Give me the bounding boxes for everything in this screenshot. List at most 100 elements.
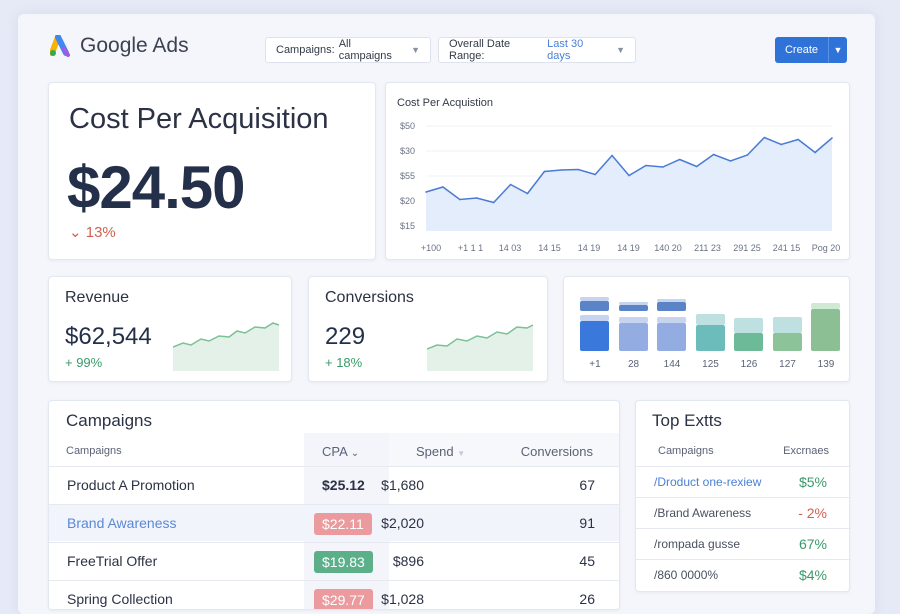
- cpa-change: ⌄ 13%: [69, 223, 116, 241]
- data-point: [543, 170, 546, 173]
- bar-segment: [657, 323, 686, 351]
- bar-label: 126: [740, 359, 758, 370]
- data-point: [678, 158, 681, 161]
- chevron-down-icon[interactable]: ▼: [833, 45, 843, 55]
- column-header-conversions[interactable]: Conversions: [520, 444, 593, 459]
- top-campaign-value: - 2%: [798, 505, 827, 521]
- cpa-value: $19.83: [314, 551, 373, 573]
- top-campaign-name[interactable]: /Brand Awareness: [654, 506, 752, 520]
- top-list-item[interactable]: /rompada gusse 67%: [636, 528, 851, 559]
- column-header-cpa[interactable]: CPA ⌄: [322, 444, 359, 459]
- x-tick-label: 140 20: [654, 243, 682, 253]
- spend-value: $896: [392, 553, 424, 569]
- top-campaign-name[interactable]: /rompada gusse: [654, 537, 741, 551]
- data-point: [475, 197, 478, 199]
- data-point: [831, 137, 833, 139]
- data-point: [645, 164, 647, 167]
- bar-segment: [695, 314, 725, 325]
- data-point: [577, 168, 580, 171]
- top-column-value: Excrnaes: [783, 445, 829, 457]
- x-tick-label: 14 19: [617, 243, 640, 253]
- bar-segment: [657, 317, 686, 323]
- top-list-item[interactable]: /Brand Awareness - 2%: [636, 497, 851, 528]
- conversions-title: Conversions: [325, 289, 414, 306]
- data-point: [492, 201, 495, 204]
- column-header-campaigns[interactable]: Campaigns: [66, 445, 122, 457]
- create-button[interactable]: Create ▼: [775, 37, 847, 63]
- bar-label: +1: [589, 359, 601, 370]
- arrow-down-icon: ⌄: [69, 224, 86, 241]
- column-header-spend[interactable]: Spend ▼: [416, 444, 465, 459]
- x-tick-label: +100: [421, 243, 441, 253]
- campaigns-filter-dropdown[interactable]: Campaigns: All campaigns ▼: [265, 37, 431, 63]
- table-row[interactable]: Spring Collection $29.77 $1,028 26: [49, 580, 619, 609]
- data-point: [797, 138, 799, 141]
- revenue-card: Revenue $62,544 + 99%: [48, 276, 292, 382]
- bar-segment: [618, 317, 648, 323]
- data-point: [594, 173, 596, 176]
- x-tick-label: 291 25: [733, 243, 761, 253]
- cpa-value: $22.11: [314, 513, 372, 535]
- table-row[interactable]: Brand Awareness $22.11 $2,020 91: [49, 504, 619, 541]
- campaign-name[interactable]: Spring Collection: [67, 591, 173, 607]
- y-tick-label: $30: [400, 146, 415, 156]
- bar-segment: [657, 302, 686, 311]
- top-campaign-name[interactable]: /860 0000%: [654, 568, 719, 582]
- top-campaign-name[interactable]: /Droduct one-rexiew: [654, 475, 762, 489]
- campaign-name[interactable]: FreeTrial Offer: [67, 553, 158, 569]
- cpa-chart-card: Cost Per Acquistion $50 $30 $55 $20 $15 +100 +…: [385, 82, 850, 260]
- date-range-dropdown[interactable]: Overall Date Range: Last 30 days ▼: [438, 37, 636, 63]
- bar-segment: [580, 301, 609, 311]
- bar-label: 144: [663, 359, 681, 370]
- bar-segment: [734, 318, 763, 333]
- top-list-item[interactable]: /Droduct one-rexiew $5%: [636, 466, 851, 497]
- create-label: Create: [775, 37, 829, 63]
- campaigns-filter-label: Campaigns:: [276, 44, 335, 56]
- conversions-value: 45: [579, 553, 595, 569]
- y-tick-label: $20: [400, 196, 415, 206]
- date-range-value: Last 30 days: [547, 38, 584, 62]
- x-tick-label: 241 15: [773, 243, 801, 253]
- table-row[interactable]: FreeTrial Offer $19.83 $896 45: [49, 542, 619, 579]
- cpa-header-label: CPA: [322, 444, 348, 459]
- conversions-value: 91: [579, 515, 595, 531]
- spend-header-label: Spend: [416, 444, 454, 459]
- revenue-change: + 99%: [65, 355, 103, 370]
- x-tick-label: 14 03: [499, 243, 522, 253]
- date-range-label: Overall Date Range:: [449, 38, 511, 62]
- bar-segment: [580, 315, 609, 321]
- chevron-down-icon: ▼: [616, 45, 625, 55]
- bar-segment: [734, 333, 763, 351]
- area-fill: [426, 137, 832, 231]
- cpa-summary-card: Cost Per Acquisition $24.50 ⌄ 13%: [48, 82, 376, 260]
- conversions-value: 26: [579, 591, 595, 607]
- cpa-value: $24.50: [67, 154, 246, 221]
- x-tick-label: Pog 20: [812, 243, 841, 253]
- campaigns-filter-value: All campaigns: [338, 38, 392, 62]
- data-point: [712, 153, 715, 156]
- google-ads-logo[interactable]: Google Ads: [50, 34, 189, 58]
- top-campaigns-card: Top Extts Campaigns Excrnaes /Droduct on…: [635, 400, 851, 592]
- table-row[interactable]: Product A Promotion $25.12 $1,680 67: [49, 466, 619, 503]
- spend-value: $1,028: [381, 591, 424, 607]
- top-campaign-value: $5%: [798, 474, 827, 490]
- bar-segment: [811, 309, 840, 351]
- campaign-name[interactable]: Product A Promotion: [67, 477, 195, 493]
- y-tick-label: $50: [400, 121, 415, 131]
- top-list-item[interactable]: /860 0000% $4%: [636, 559, 851, 590]
- chevron-down-icon: ▼: [411, 45, 420, 55]
- conversions-sparkline: [427, 324, 534, 371]
- revenue-value: $62,544: [65, 323, 152, 350]
- data-point: [459, 198, 461, 201]
- chevron-down-icon: ⌄: [350, 448, 360, 459]
- conversions-value: 67: [579, 477, 595, 493]
- google-ads-icon: [50, 35, 70, 57]
- logo-text: Google Ads: [80, 34, 189, 57]
- bar-segment: [618, 323, 648, 351]
- top-column-campaigns: Campaigns: [658, 445, 714, 457]
- cpa-change-value: 13%: [85, 224, 116, 241]
- campaign-name[interactable]: Brand Awareness: [67, 515, 177, 531]
- data-point: [780, 143, 783, 146]
- revenue-sparkline: [173, 322, 280, 371]
- cpa-line-chart: $50 $30 $55 $20 $15 +100 +1 1 1 14 03 14 15 14 19…: [400, 121, 841, 253]
